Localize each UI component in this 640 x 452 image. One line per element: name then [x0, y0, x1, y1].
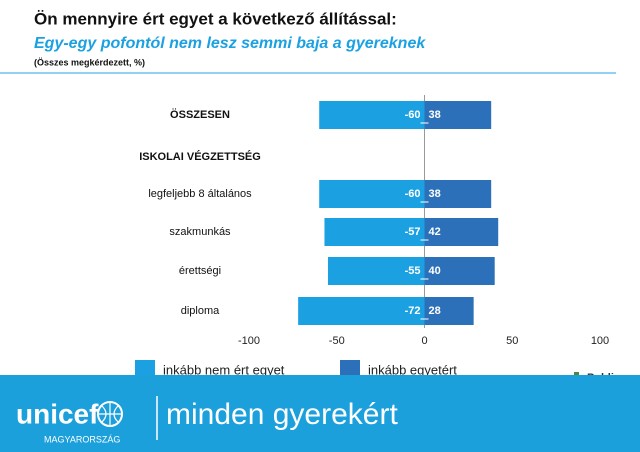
x-tick-label: 50 — [506, 335, 518, 347]
value-label: 40 — [429, 265, 441, 277]
title: Ön mennyire ért egyet a következő állítá… — [34, 9, 397, 28]
value-label: -60 — [405, 188, 421, 200]
bar — [424, 180, 492, 208]
value-label: -72 — [405, 305, 421, 317]
subtitle: Egy-egy pofontól nem lesz semmi baja a g… — [34, 35, 426, 52]
x-tick-label: 100 — [591, 335, 609, 347]
globe-icon — [98, 402, 122, 426]
plot: -100 -50 0 50 100 ÖSSZESEN -60 38 ISKOLAI VÉGZET… — [135, 95, 609, 380]
footer-slogan: minden gyerekért — [166, 398, 398, 431]
legend-label: inkább egyetért — [368, 362, 457, 377]
legend-label: inkább nem ért egyet — [163, 362, 285, 377]
footer-country: MAGYARORSZÁG — [44, 434, 120, 444]
bar — [319, 180, 425, 208]
value-label: -60 — [405, 109, 421, 121]
bar — [327, 257, 425, 285]
bar — [424, 297, 474, 325]
value-label: -55 — [405, 265, 421, 277]
footer-brand: unicef — [16, 398, 99, 429]
bar — [324, 218, 425, 246]
value-label: 38 — [429, 109, 441, 121]
category-label: szakmunkás — [169, 226, 231, 238]
x-tick-label: 0 — [421, 335, 427, 347]
logo-mark — [574, 372, 579, 377]
category-label: diploma — [181, 305, 220, 317]
note: (Összes megkérdezett, %) — [34, 57, 145, 67]
bar — [424, 257, 495, 285]
value-label: 42 — [429, 226, 441, 238]
x-tick-label: -100 — [238, 335, 260, 347]
category-label: ÖSSZESEN — [170, 108, 230, 121]
bar — [319, 101, 425, 129]
value-label: 28 — [429, 305, 441, 317]
category-label: ISKOLAI VÉGZETTSÉG — [139, 150, 261, 163]
bar — [424, 218, 499, 246]
x-tick-label: -50 — [329, 335, 345, 347]
bar — [424, 101, 492, 129]
category-label: legfeljebb 8 általános — [148, 188, 252, 200]
value-label: -57 — [405, 226, 421, 238]
value-label: 38 — [429, 188, 441, 200]
category-label: érettségi — [179, 265, 221, 277]
bar — [298, 297, 425, 325]
